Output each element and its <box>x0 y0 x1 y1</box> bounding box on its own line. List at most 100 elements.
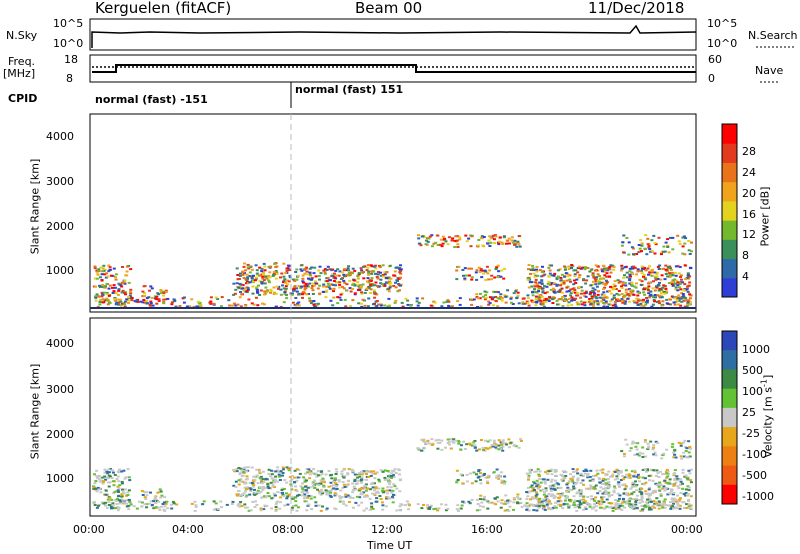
echo-cell <box>328 287 332 290</box>
echo-cell <box>340 285 344 288</box>
echo-cell <box>685 447 689 450</box>
echo-cell <box>556 492 560 495</box>
echo-cell <box>617 289 621 292</box>
echo-cell <box>268 271 272 274</box>
echo-cell <box>500 499 504 502</box>
echo-cell <box>356 281 360 284</box>
echo-cell <box>291 504 295 507</box>
echo-cell <box>312 272 316 275</box>
echo-cell <box>136 300 140 303</box>
echo-cell <box>251 274 255 277</box>
echo-cell <box>470 298 473 301</box>
echo-cell <box>368 285 372 288</box>
echo-cell <box>540 283 544 285</box>
echo-cell <box>600 277 604 280</box>
echo-cell <box>99 276 102 279</box>
echo-cell <box>235 267 239 270</box>
echo-cell <box>330 269 334 272</box>
echo-cell <box>648 248 652 250</box>
echo-cell <box>103 475 107 478</box>
echo-cell <box>439 503 443 506</box>
echo-cell <box>279 470 283 473</box>
echo-cell <box>648 494 652 497</box>
echo-cell <box>641 456 645 458</box>
echo-cell <box>256 489 260 492</box>
echo-cell <box>639 509 643 512</box>
echo-cell <box>228 304 232 307</box>
echo-cell <box>595 276 599 279</box>
echo-cell <box>199 303 203 306</box>
echo-cell <box>629 290 633 293</box>
echo-cell <box>664 287 668 290</box>
echo-cell <box>117 491 120 493</box>
echo-cell <box>678 297 682 300</box>
echo-cell <box>300 293 304 296</box>
echo-cell <box>612 283 616 286</box>
echo-cell <box>616 298 620 301</box>
echo-cell <box>629 487 633 490</box>
echo-cell <box>651 479 655 482</box>
echo-cell <box>160 292 164 294</box>
echo-cell <box>274 509 278 512</box>
echo-cell <box>444 446 447 449</box>
echo-cell <box>346 494 350 497</box>
echo-cell <box>666 470 670 473</box>
echo-cell <box>157 299 161 302</box>
echo-cell <box>324 491 328 494</box>
echo-cell <box>582 470 586 472</box>
echo-cell <box>112 471 115 474</box>
echo-cell <box>463 278 467 281</box>
echo-cell <box>314 282 317 285</box>
echo-cell <box>244 305 248 308</box>
echo-cell <box>561 470 565 473</box>
echo-cell <box>361 471 365 474</box>
echo-cell <box>668 275 672 278</box>
echo-cell <box>256 482 260 485</box>
echo-cell <box>397 468 401 471</box>
echo-cell <box>656 442 660 445</box>
echo-cell <box>100 273 104 276</box>
echo-cell <box>120 480 124 483</box>
echo-cell <box>583 304 587 307</box>
echo-cell <box>254 500 257 503</box>
echo-cell <box>243 482 247 485</box>
echo-cell <box>649 468 653 471</box>
echo-cell <box>475 296 479 298</box>
echo-cell <box>568 278 572 281</box>
echo-cell <box>620 298 624 300</box>
echo-cell <box>140 490 144 492</box>
echo-cell <box>570 489 574 492</box>
echo-cell <box>609 475 612 478</box>
echo-cell <box>246 282 250 285</box>
echo-cell <box>559 279 563 282</box>
echo-cell <box>274 305 278 308</box>
echo-cell <box>561 291 565 294</box>
echo-cell <box>392 470 396 473</box>
echo-cell <box>357 489 361 492</box>
echo-cell <box>511 303 515 305</box>
echo-cell <box>636 442 640 445</box>
echo-cell <box>374 487 378 490</box>
echo-cell <box>620 267 624 270</box>
echo-cell <box>541 287 545 290</box>
echo-cell <box>369 288 373 291</box>
echo-cell <box>470 482 474 485</box>
echo-cell <box>116 485 120 488</box>
echo-cell <box>296 274 300 277</box>
echo-cell <box>555 299 559 302</box>
echo-cell <box>547 506 551 509</box>
echo-cell <box>94 487 98 490</box>
echo-cell <box>263 282 267 285</box>
echo-cell <box>566 275 570 278</box>
echo-cell <box>123 477 127 480</box>
echo-cell <box>674 288 678 291</box>
echo-cell <box>609 300 613 303</box>
echo-cell <box>578 500 582 503</box>
echo-cell <box>391 489 395 492</box>
echo-cell <box>281 491 284 494</box>
echo-cell <box>589 303 593 306</box>
echo-cell <box>631 440 635 443</box>
echo-cell <box>559 288 562 291</box>
echo-cell <box>239 478 243 481</box>
